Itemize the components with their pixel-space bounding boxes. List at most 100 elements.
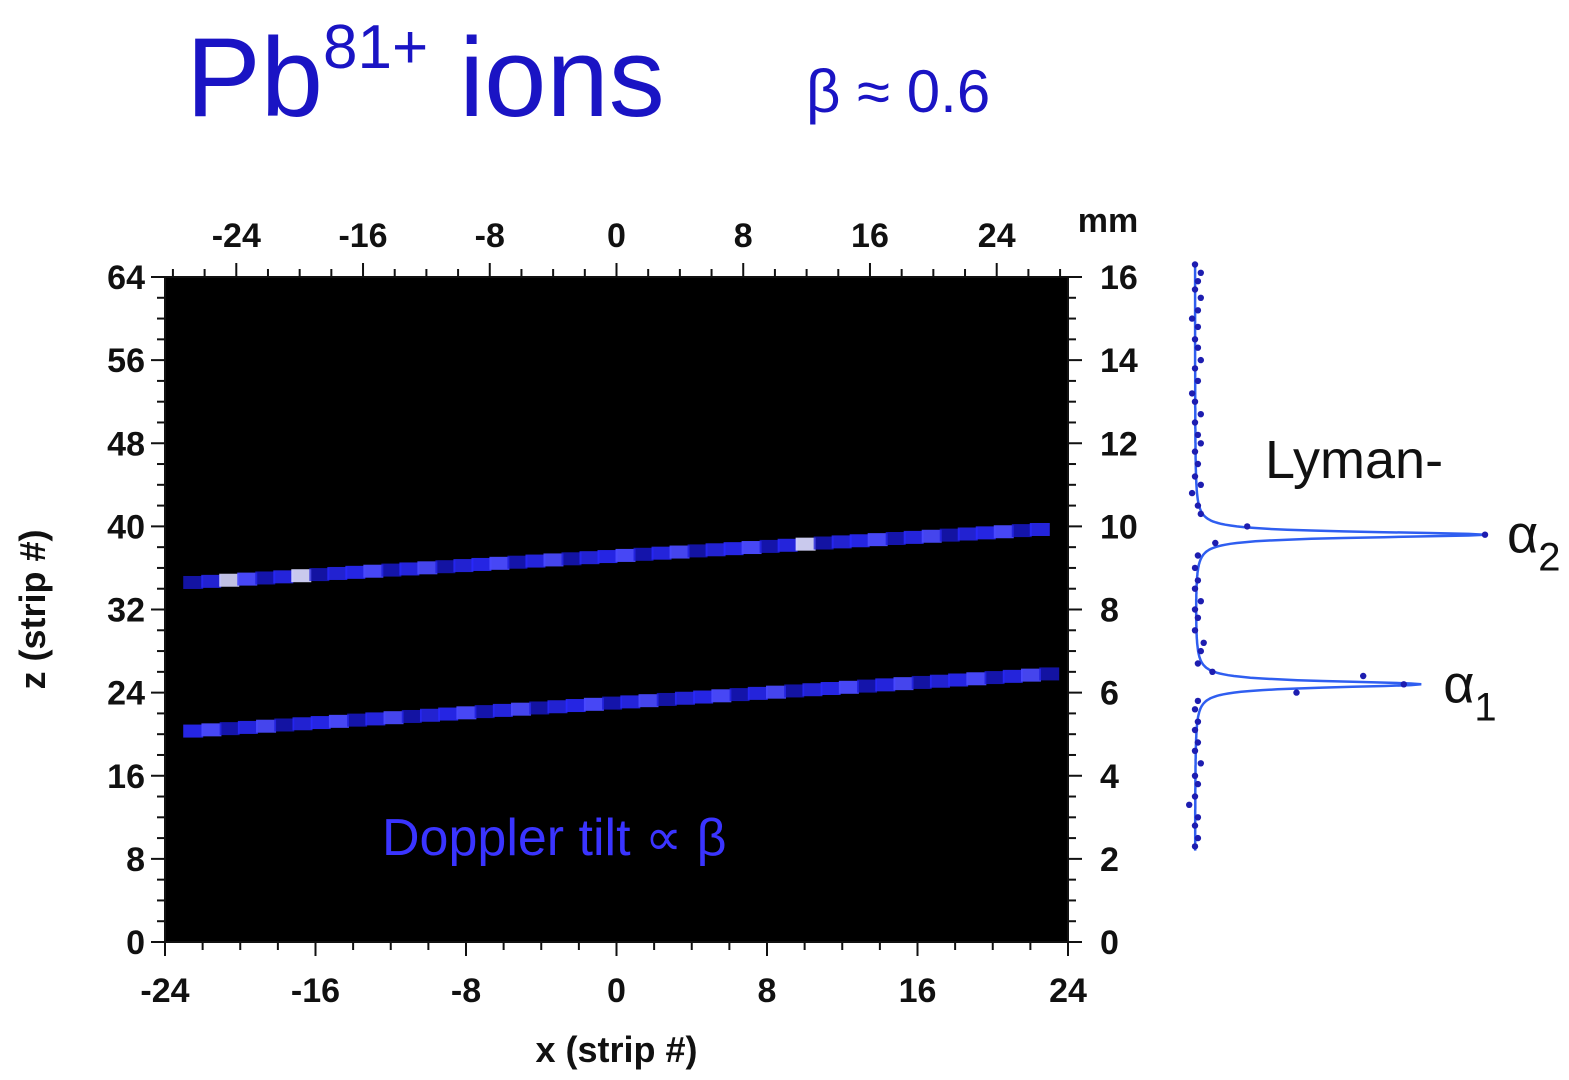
- band-pixel-α1: [857, 679, 878, 693]
- band-pixel-α1: [966, 672, 987, 686]
- z-tick-label: 48: [107, 425, 145, 463]
- z-tick-label: 40: [107, 508, 145, 546]
- z-axis-title: z (strip #): [12, 529, 53, 689]
- band-pixel-α1: [1020, 668, 1041, 682]
- band-pixel-α1: [547, 700, 568, 714]
- band-pixel-α1: [1039, 667, 1060, 681]
- band-pixel-α1: [565, 699, 586, 713]
- z-tick-label: 64: [107, 259, 145, 297]
- spectrum-point: [1244, 523, 1251, 530]
- band-pixel-α1: [838, 680, 859, 694]
- spectrum-point: [1197, 356, 1205, 364]
- band-pixel-α1: [438, 707, 459, 721]
- band-pixel-α2: [255, 571, 276, 585]
- band-pixel-α2: [507, 555, 528, 569]
- band-pixel-α1: [766, 685, 787, 699]
- top-tick-label: 8: [734, 217, 753, 255]
- band-pixel-α1: [456, 706, 477, 720]
- spectrum-point: [1191, 822, 1199, 829]
- band-pixel-α1: [875, 678, 896, 692]
- band-pixel-α1: [310, 716, 331, 730]
- right-tick-label: 4: [1100, 758, 1119, 796]
- z-tick-label: 16: [107, 758, 145, 796]
- band-pixel-α1: [365, 712, 386, 726]
- band-pixel-α1: [237, 720, 258, 734]
- band-pixel-α2: [201, 574, 222, 588]
- right-tick-label: 16: [1100, 259, 1138, 297]
- spectrum-point: [1194, 614, 1202, 621]
- band-pixel-α2: [363, 564, 384, 578]
- right-tick-label: 8: [1100, 592, 1119, 630]
- band-pixel-α1: [638, 694, 659, 708]
- band-pixel-α2: [921, 529, 942, 543]
- spectrum-point: [1194, 814, 1202, 821]
- top-tick-label: -16: [338, 217, 387, 255]
- x-tick-label: -16: [291, 972, 340, 1010]
- band-pixel-α2: [957, 527, 978, 541]
- band-pixel-α1: [401, 709, 422, 723]
- title-suffix: ions: [428, 15, 665, 140]
- spectrum-point: [1194, 834, 1202, 842]
- band-pixel-α2: [651, 546, 672, 560]
- spectrum-point: [1200, 639, 1207, 646]
- spectrum-point: [1194, 739, 1202, 746]
- spectrum-point: [1188, 315, 1196, 322]
- x-tick-label: -8: [451, 972, 481, 1010]
- spectrum-point: [1197, 294, 1205, 301]
- x-tick-label: 16: [899, 972, 937, 1010]
- band-pixel-α2: [309, 568, 330, 582]
- band-pixel-α1: [820, 682, 841, 696]
- band-pixel-α2: [903, 530, 924, 544]
- spectrum-point: [1191, 747, 1199, 754]
- spectrum-point: [1194, 278, 1202, 285]
- band-pixel-α1: [656, 692, 677, 706]
- title-beta: β ≈ 0.6: [806, 58, 991, 125]
- band-pixel-α1: [984, 671, 1005, 685]
- spectrum-point: [1194, 718, 1202, 725]
- band-pixel-α2: [183, 575, 204, 589]
- top-tick-label: -8: [475, 217, 505, 255]
- chart-title: Pb81+ ions β ≈ 0.6: [186, 17, 990, 134]
- band-pixel-α1: [620, 695, 641, 709]
- band-pixel-α2: [435, 560, 456, 574]
- spectrum-point: [1191, 336, 1199, 343]
- band-pixel-α2: [1029, 522, 1050, 536]
- band-pixel-α2: [237, 572, 258, 586]
- x-tick-label: 24: [1049, 972, 1087, 1010]
- band-pixel-α2: [291, 569, 312, 583]
- doppler-annotation: Doppler tilt ∝ β: [382, 809, 727, 867]
- top-tick-label: 24: [978, 217, 1016, 255]
- z-tick-label: 8: [126, 841, 145, 879]
- band-pixel-α2: [399, 562, 420, 576]
- z-tick-label: 0: [126, 924, 145, 962]
- band-pixel-α2: [543, 553, 564, 567]
- spectrum-point: [1194, 577, 1202, 584]
- band-pixel-α1: [183, 724, 204, 738]
- band-pixel-α2: [777, 538, 798, 552]
- spectrum-point: [1212, 539, 1219, 547]
- spectrum-point: [1191, 564, 1199, 572]
- spectrum-fit-line: [1193, 264, 1486, 851]
- band-pixel-α1: [419, 708, 440, 722]
- spectrum-point: [1197, 598, 1205, 605]
- band-pixel-α2: [1011, 524, 1032, 538]
- spectrum-point: [1194, 552, 1202, 559]
- spectrum-point: [1191, 448, 1199, 455]
- top-axis-unit: mm: [1078, 202, 1138, 240]
- band-pixel-α1: [911, 675, 932, 689]
- band-pixel-α1: [674, 691, 695, 705]
- band-pixel-α2: [705, 543, 726, 557]
- band-pixel-α1: [201, 723, 222, 737]
- band-pixel-α1: [583, 697, 604, 711]
- band-pixel-α1: [784, 684, 805, 698]
- spectrum-point: [1481, 531, 1489, 538]
- x-tick-label: 8: [758, 972, 777, 1010]
- spectrum-point: [1191, 261, 1199, 268]
- right-tick-label: 0: [1100, 924, 1119, 962]
- spectrum-point: [1194, 377, 1202, 385]
- band-pixel-α2: [327, 566, 348, 580]
- spectrum-point: [1360, 672, 1367, 680]
- spectrum-point: [1197, 510, 1205, 518]
- x-tick-label: -24: [140, 972, 189, 1010]
- spectrum-point: [1186, 801, 1193, 808]
